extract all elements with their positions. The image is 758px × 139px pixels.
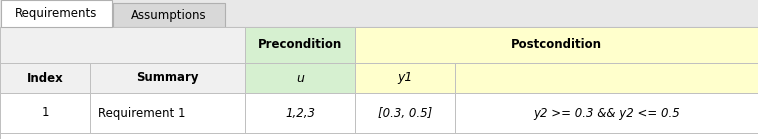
Text: Requirements: Requirements <box>15 7 98 20</box>
Bar <box>355 27 758 63</box>
Bar <box>90 63 245 93</box>
Bar <box>0 27 758 139</box>
Bar <box>0 63 90 93</box>
Bar <box>455 93 758 133</box>
Text: Requirement 1: Requirement 1 <box>98 106 186 120</box>
Bar <box>90 93 245 133</box>
Text: [0.3, 0.5]: [0.3, 0.5] <box>378 106 432 120</box>
Text: y1: y1 <box>397 71 412 85</box>
Bar <box>245 93 355 133</box>
Text: u: u <box>296 71 304 85</box>
Bar <box>0 133 758 139</box>
Bar <box>245 63 355 93</box>
Bar <box>455 63 758 93</box>
Bar <box>0 27 245 63</box>
Text: y2 >= 0.3 && y2 <= 0.5: y2 >= 0.3 && y2 <= 0.5 <box>533 106 680 120</box>
Bar <box>355 93 455 133</box>
Bar <box>0 0 758 27</box>
Text: Index: Index <box>27 71 64 85</box>
Text: Postcondition: Postcondition <box>511 39 602 52</box>
Text: Assumptions: Assumptions <box>131 8 207 22</box>
Text: Precondition: Precondition <box>258 39 342 52</box>
Bar <box>245 27 355 63</box>
Bar <box>0 93 90 133</box>
Text: 1,2,3: 1,2,3 <box>285 106 315 120</box>
Bar <box>113 3 225 27</box>
Text: 1: 1 <box>41 106 49 120</box>
Bar <box>355 63 455 93</box>
Bar <box>1 0 112 27</box>
Text: Summary: Summary <box>136 71 199 85</box>
